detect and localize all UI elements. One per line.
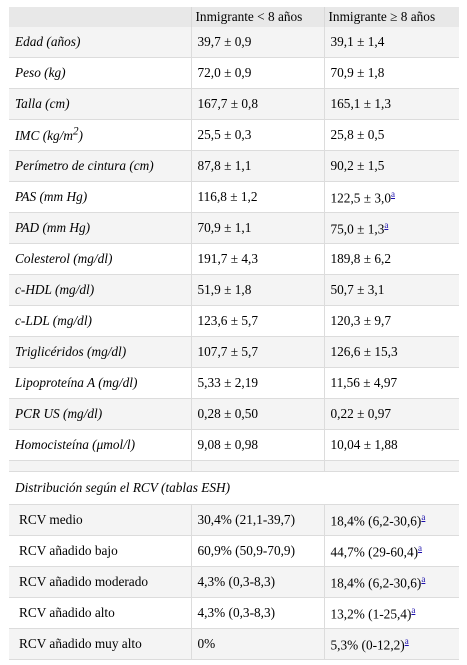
value-under-8: 51,9 ± 1,8 (197, 282, 252, 297)
rcv-label: RCV añadido bajo (19, 543, 118, 558)
rcv-label: RCV añadido alto (19, 605, 115, 620)
row-label: Edad (años) (15, 34, 81, 49)
value-under-8: 123,6 ± 5,7 (197, 313, 259, 328)
rcv-label: RCV añadido moderado (19, 574, 149, 589)
value-over-8: 90,2 ± 1,5 (330, 158, 385, 173)
table-row: Triglicéridos (mg/dl) 107,7 ± 5,7 126,6 ± … (9, 336, 459, 368)
value-under-8: 107,7 ± 5,7 (197, 344, 259, 359)
header-empty (9, 7, 191, 27)
table-row: PCR US (mg/dl) 0,28 ± 0,50 0,22 ± 0,97 (9, 398, 459, 430)
table-row: Lipoproteína A (mg/dl) 5,33 ± 2,19 11,56 ±… (9, 367, 459, 399)
table-row: Edad (años) 39,7 ± 0,9 39,1 ± 1,4 (9, 27, 459, 58)
table-row: c-LDL (mg/dl) 123,6 ± 5,7 120,3 ± 9,7 (9, 305, 459, 337)
value-over-8: 5,3% (0-12,2) (330, 637, 405, 653)
table-row: Peso (kg) 72,0 ± 0,9 70,9 ± 1,8 (9, 57, 459, 89)
header-over-8: Inmigrante ≥ 8 años (323, 7, 459, 27)
value-under-8: 0,28 ± 0,50 (197, 406, 259, 421)
row-label: Talla (cm) (15, 96, 70, 111)
table-row: IMC (kg/m2) 25,5 ± 0,3 25,8 ± 0,5 (9, 119, 459, 151)
table-row: Colesterol (mg/dl) 191,7 ± 4,3 189,8 ± 6,2 (9, 243, 459, 275)
value-under-8: 167,7 ± 0,8 (197, 96, 259, 111)
table-row: RCV añadido alto 4,3% (0,3-8,3) 13,2% (1-2… (9, 597, 459, 629)
rcv-label: RCV medio (19, 512, 83, 527)
value-over-8: 0,22 ± 0,97 (330, 406, 392, 421)
row-label: c-LDL (mg/dl) (15, 313, 92, 328)
row-label: Homocisteína (μmol/l) (15, 437, 136, 452)
value-over-8: 25,8 ± 0,5 (330, 127, 385, 142)
rcv-label: RCV añadido muy alto (19, 636, 142, 651)
footnote-link[interactable]: a (404, 635, 409, 646)
value-over-8: 75,0 ± 1,3 (330, 221, 385, 237)
value-under-8: 60,9% (50,9-70,9) (197, 543, 296, 558)
value-over-8: 11,56 ± 4,97 (330, 375, 398, 390)
row-label: IMC (kg/m2) (15, 125, 83, 144)
row-label: PAD (mm Hg) (15, 220, 91, 235)
value-under-8: 4,3% (0,3-8,3) (197, 605, 276, 620)
value-over-8: 18,4% (6,2-30,6) (330, 513, 422, 529)
table-row: PAD (mm Hg) 70,9 ± 1,1 75,0 ± 1,3a (9, 212, 459, 244)
value-under-8: 4,3% (0,3-8,3) (197, 574, 276, 589)
table-body: Edad (años) 39,7 ± 0,9 39,1 ± 1,4 Peso (kg)… (9, 27, 459, 660)
table-row: RCV añadido muy alto 0% 5,3% (0-12,2)a (9, 628, 459, 660)
value-over-8: 50,7 ± 3,1 (330, 282, 385, 297)
value-over-8: 39,1 ± 1,4 (330, 34, 385, 49)
row-label: Triglicéridos (mg/dl) (15, 344, 127, 359)
table-row: Perímetro de cintura (cm) 87,8 ± 1,1 90,2 … (9, 150, 459, 182)
footnote-link[interactable]: a (421, 511, 426, 522)
value-under-8: 25,5 ± 0,3 (197, 127, 252, 142)
row-label: c-HDL (mg/dl) (15, 282, 95, 297)
value-under-8: 72,0 ± 0,9 (197, 65, 252, 80)
value-under-8: 191,7 ± 4,3 (197, 251, 259, 266)
value-under-8: 9,08 ± 0,98 (197, 437, 259, 452)
row-label: Perímetro de cintura (cm) (15, 158, 154, 173)
value-over-8: 189,8 ± 6,2 (330, 251, 392, 266)
row-label: Colesterol (mg/dl) (15, 251, 113, 266)
footnote-link[interactable]: a (384, 219, 389, 230)
value-over-8: 165,1 ± 1,3 (330, 96, 392, 111)
table-header: Inmigrante < 8 años Inmigrante ≥ 8 años (9, 7, 459, 27)
value-over-8: 120,3 ± 9,7 (330, 313, 392, 328)
value-under-8: 0% (197, 636, 216, 651)
footnote-link[interactable]: a (411, 604, 416, 615)
footnote-link[interactable]: a (418, 542, 423, 553)
value-under-8: 39,7 ± 0,9 (197, 34, 252, 49)
table-row: RCV añadido moderado 4,3% (0,3-8,3) 18,4% … (9, 566, 459, 598)
table-row: Homocisteína (μmol/l) 9,08 ± 0,98 10,04 ± … (9, 429, 459, 461)
table-row: PAS (mm Hg) 116,8 ± 1,2 122,5 ± 3,0a (9, 181, 459, 213)
row-label: Lipoproteína A (mg/dl) (15, 375, 138, 390)
table-row: Talla (cm) 167,7 ± 0,8 165,1 ± 1,3 (9, 88, 459, 120)
footnote-link[interactable]: a (391, 188, 395, 199)
value-over-8: 70,9 ± 1,8 (330, 65, 385, 80)
row-label: PCR US (mg/dl) (15, 406, 103, 421)
header-under-8: Inmigrante < 8 años (190, 7, 324, 27)
value-under-8: 30,4% (21,1-39,7) (197, 512, 296, 527)
value-over-8: 126,6 ± 15,3 (330, 344, 398, 359)
value-under-8: 116,8 ± 1,2 (197, 189, 258, 204)
row-label: PAS (mm Hg) (15, 189, 88, 204)
data-table: Inmigrante < 8 años Inmigrante ≥ 8 años … (9, 7, 459, 660)
value-over-8: 13,2% (1-25,4) (330, 606, 412, 622)
table-row: c-HDL (mg/dl) 51,9 ± 1,8 50,7 ± 3,1 (9, 274, 459, 306)
section-title: Distribución según el RCV (tablas ESH) (15, 480, 231, 495)
section-row: Distribución según el RCV (tablas ESH) (9, 471, 459, 505)
spacer-row (9, 460, 459, 472)
table-row: RCV medio 30,4% (21,1-39,7) 18,4% (6,2-30,… (9, 504, 459, 536)
value-over-8: 122,5 ± 3,0 (330, 190, 392, 206)
value-under-8: 5,33 ± 2,19 (197, 375, 259, 390)
table-row: RCV añadido bajo 60,9% (50,9-70,9) 44,7% (… (9, 535, 459, 567)
footnote-link[interactable]: a (421, 573, 426, 584)
value-under-8: 87,8 ± 1,1 (197, 158, 252, 173)
value-over-8: 10,04 ± 1,88 (330, 437, 398, 452)
value-under-8: 70,9 ± 1,1 (197, 220, 252, 235)
row-label: Peso (kg) (15, 65, 66, 80)
value-over-8: 44,7% (29-60,4) (330, 544, 419, 560)
value-over-8: 18,4% (6,2-30,6) (330, 575, 422, 591)
